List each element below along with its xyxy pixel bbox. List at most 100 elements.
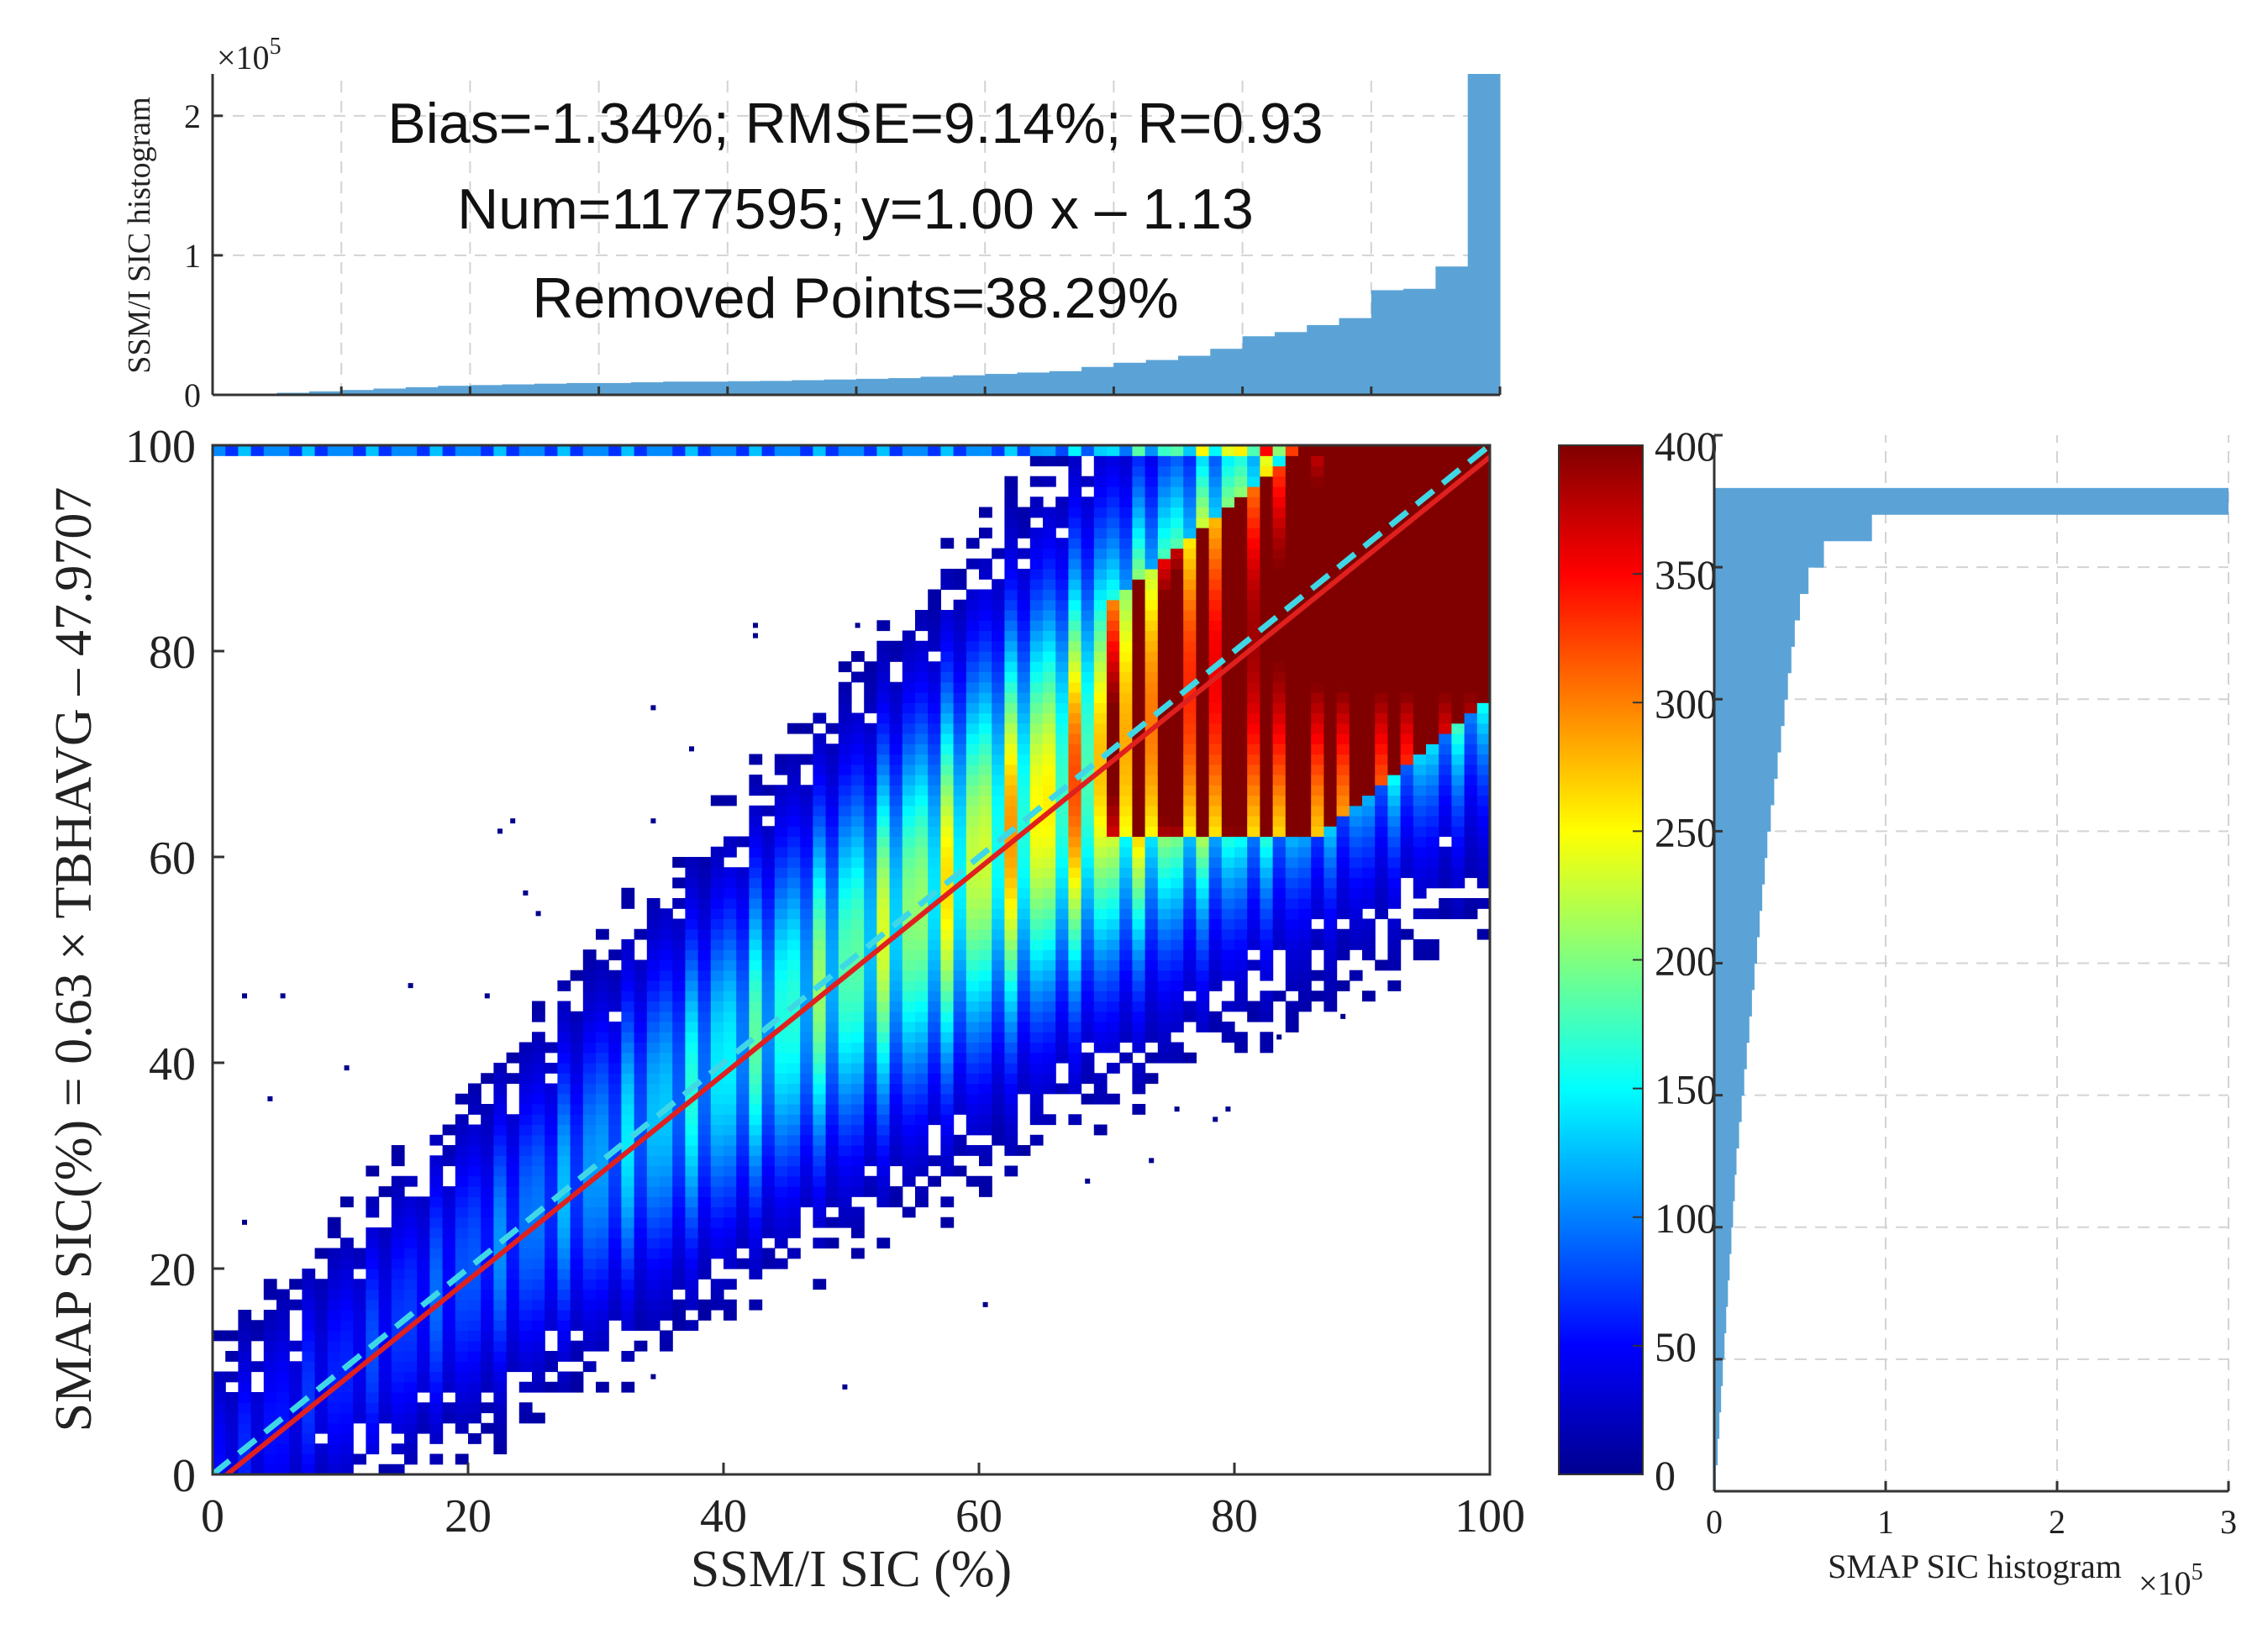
density-cell [992, 723, 1005, 734]
density-cell [417, 1206, 430, 1218]
density-cell [889, 1011, 903, 1022]
density-cell [506, 1124, 520, 1136]
density-cell [724, 959, 737, 971]
density-cell [1336, 733, 1350, 744]
density-cell [1081, 991, 1095, 1002]
density-cell [621, 445, 635, 456]
density-cell [1081, 723, 1095, 734]
density-cell [876, 1032, 891, 1043]
density-cell [1145, 599, 1159, 611]
density-cell [1260, 805, 1274, 817]
density-cell [634, 1289, 648, 1301]
density-cell [1234, 836, 1248, 848]
density-cell [876, 1063, 891, 1074]
density-cell [902, 692, 916, 703]
density-cell [851, 908, 865, 920]
density-cell [646, 1299, 660, 1311]
density-cell [1107, 640, 1120, 652]
density-cell [672, 1279, 686, 1290]
density-cell [493, 1392, 508, 1403]
density-cell [442, 1258, 456, 1269]
density-cell [992, 867, 1005, 879]
density-cell [838, 857, 852, 868]
density-cell [404, 1175, 418, 1187]
density-cell [545, 1042, 558, 1054]
density-cell [1336, 877, 1350, 889]
density-cell [1272, 775, 1287, 786]
density-cell [1247, 486, 1260, 497]
density-cell [570, 1063, 584, 1074]
density-cell [455, 1361, 469, 1373]
density-cell [1171, 908, 1184, 920]
density-cell [710, 939, 724, 950]
density-cell [1336, 795, 1350, 807]
density-cell [213, 1433, 226, 1444]
density-cell [366, 1238, 380, 1249]
density-cell [276, 1433, 290, 1444]
density-cell [928, 723, 941, 734]
density-cell [1196, 816, 1210, 827]
density-cell [481, 1165, 494, 1177]
density-cell [851, 1227, 865, 1238]
density-cell [1183, 867, 1197, 879]
density-cell [902, 1001, 916, 1012]
density-cell [1208, 548, 1223, 560]
density-cell [532, 1258, 545, 1269]
density-cell [761, 959, 776, 971]
density-cell [953, 569, 967, 580]
density-cell [506, 445, 520, 456]
density-cell [697, 1269, 712, 1280]
density-cell [1208, 486, 1223, 497]
density-cell [1247, 795, 1260, 807]
density-cell [621, 1063, 635, 1074]
density-cell [940, 764, 955, 775]
density-cell [889, 1145, 903, 1156]
density-cell [889, 1114, 903, 1126]
density-cell [1439, 548, 1452, 560]
density-cell [646, 1289, 660, 1301]
density-cell [1387, 465, 1402, 477]
density-cell [1451, 877, 1466, 889]
right-hist-bar [1714, 963, 1755, 991]
density-cell [621, 970, 635, 981]
density-cell [749, 1073, 763, 1085]
density-cell [825, 1145, 839, 1156]
density-cell [1132, 558, 1146, 570]
density-cell [1004, 1063, 1018, 1074]
density-cell [1029, 898, 1044, 909]
density-cell [213, 1412, 226, 1424]
density-cell [1311, 517, 1324, 528]
density-cell [761, 1134, 776, 1146]
density-cell [1055, 928, 1069, 940]
density-cell [1132, 569, 1146, 580]
density-cell [1247, 939, 1260, 950]
density-cell [1285, 455, 1299, 467]
density-cell [710, 867, 724, 879]
density-cell [1208, 589, 1223, 601]
density-cell [596, 959, 609, 971]
density-cell [1426, 702, 1439, 714]
density-cell [646, 1310, 660, 1321]
density-cell [992, 959, 1005, 971]
density-cell [1068, 939, 1082, 950]
density-cell [213, 1453, 226, 1465]
density-cell [685, 1134, 699, 1146]
density-cell [710, 1186, 724, 1197]
density-cell [1093, 959, 1108, 971]
density-cell [800, 1104, 813, 1115]
density-cell [1285, 702, 1299, 714]
density-cell [1272, 517, 1287, 528]
density-cell [1451, 733, 1466, 744]
density-cell [1234, 497, 1248, 508]
density-cell [518, 1258, 533, 1269]
density-cell [634, 445, 648, 456]
density-cell [532, 1104, 545, 1115]
density-cell [800, 1165, 813, 1177]
density-cell [838, 918, 852, 930]
density-cell [1451, 836, 1466, 848]
density-cell [928, 712, 941, 724]
density-cell [1260, 744, 1274, 755]
density-cell [851, 1073, 865, 1085]
density-cell [697, 1001, 712, 1012]
density-cell [1336, 754, 1350, 765]
